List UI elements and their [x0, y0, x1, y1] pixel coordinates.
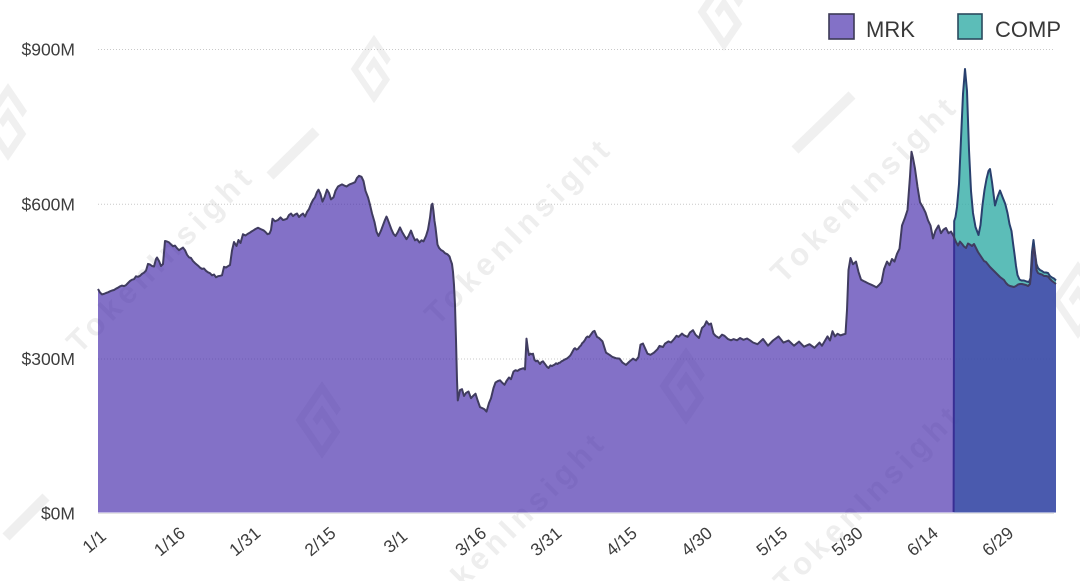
svg-text:$600M: $600M — [21, 194, 75, 214]
svg-text:COMP: COMP — [995, 17, 1061, 42]
svg-text:$300M: $300M — [21, 349, 75, 369]
svg-text:$900M: $900M — [21, 40, 75, 60]
svg-text:MRK: MRK — [866, 17, 915, 42]
svg-text:$0M: $0M — [41, 504, 75, 524]
